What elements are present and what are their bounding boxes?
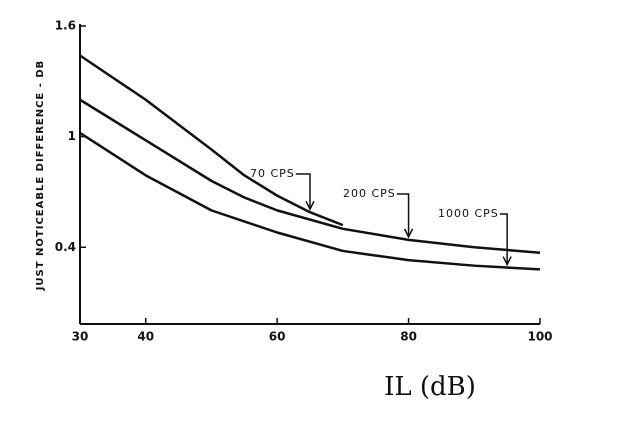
arrow-head <box>403 228 414 239</box>
series-label: 70 CPS <box>250 167 295 180</box>
arrow-head <box>502 256 512 267</box>
x-tick-label: 80 <box>400 330 417 344</box>
series-label: 200 CPS <box>343 187 396 200</box>
y-axis-label: JUST NOTICEABLE DIFFERENCE - DB <box>35 60 46 292</box>
curve <box>79 54 344 227</box>
arrow-head <box>305 200 315 211</box>
x-axis-label: IL (dB) <box>384 372 476 402</box>
arrow <box>295 173 311 210</box>
curve <box>79 131 541 271</box>
y-tick-label: 1.6 <box>55 19 76 33</box>
series-label: 1000 CPS <box>438 207 499 220</box>
curve <box>79 98 541 255</box>
y-tick-label: 1 <box>68 129 76 143</box>
x-tick-label: 100 <box>527 330 552 344</box>
arrow <box>499 213 508 265</box>
y-tick-label: 0.4 <box>55 240 76 254</box>
arrow <box>396 193 410 237</box>
x-tick-label: 60 <box>269 330 286 344</box>
x-tick-label: 40 <box>137 330 154 344</box>
x-tick-label: 30 <box>72 330 89 344</box>
